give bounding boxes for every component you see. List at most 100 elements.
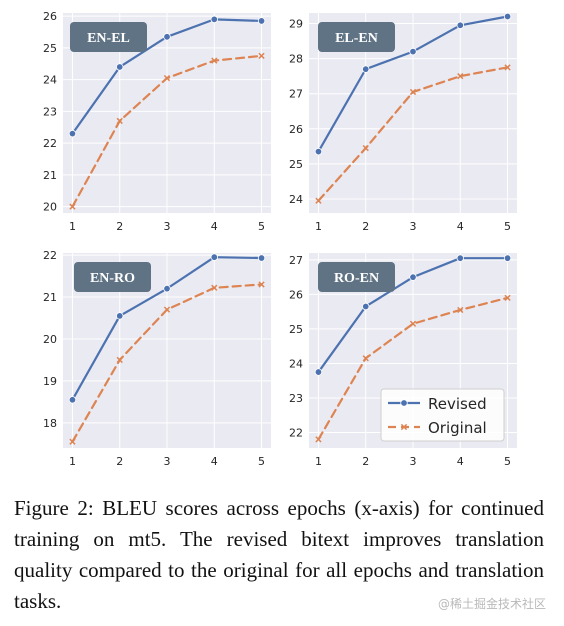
revised-point: [210, 253, 218, 261]
panel-label-box: [318, 262, 395, 292]
y-tick-label: 24: [289, 193, 303, 206]
y-tick-label: 24: [289, 357, 303, 370]
y-tick-label: 26: [289, 123, 303, 136]
revised-point: [503, 254, 512, 262]
y-tick-label: 21: [43, 169, 57, 182]
panel-en-ro: 18 19 20 21 22 1 2 3 4 5 EN-RO: [43, 249, 271, 468]
y-tick-label: 20: [43, 333, 57, 346]
y-tick-label: 21: [43, 291, 57, 304]
original-point: [504, 294, 511, 301]
x-tick-label: 1: [315, 220, 322, 233]
panel-label: EN-RO: [90, 271, 135, 286]
original-point: [211, 57, 218, 64]
original-point: [163, 306, 171, 313]
original-point: [409, 88, 417, 96]
y-tick-label: 22: [289, 426, 303, 439]
x-tick-label: 5: [258, 455, 265, 468]
revised-point: [314, 147, 323, 156]
original-point: [315, 197, 322, 204]
panel-label-box: [74, 262, 151, 292]
y-tick-label: 28: [289, 53, 303, 66]
y-tick-label: 20: [43, 201, 57, 214]
revised-point: [163, 284, 171, 293]
revised-point: [503, 12, 512, 21]
panel-el-en: 24 25 26 27 28 29 1 2 3 4 5 EL-EN: [289, 12, 517, 233]
legend-revised-label: Revised: [428, 395, 487, 413]
x-tick-label: 5: [504, 220, 511, 233]
y-tick-label: 19: [43, 375, 57, 388]
x-tick-label: 1: [69, 455, 76, 468]
original-point: [116, 117, 123, 125]
original-point: [504, 64, 511, 71]
x-tick-label: 3: [410, 455, 417, 468]
x-tick-label: 4: [211, 455, 218, 468]
revised-point: [116, 312, 124, 320]
legend: Revised Original: [380, 388, 505, 442]
original-point: [116, 356, 123, 364]
revised-point: [456, 21, 464, 29]
x-tick-label: 2: [362, 455, 369, 468]
original-point: [315, 436, 322, 443]
revised-point: [362, 65, 370, 73]
y-tick-label: 18: [43, 417, 57, 430]
x-tick-label: 4: [211, 220, 218, 233]
panel-label-box: [70, 22, 147, 52]
y-tick-label: 27: [289, 254, 303, 267]
revised-point: [456, 254, 464, 262]
x-tick-label: 3: [410, 220, 417, 233]
y-tick-label: 29: [289, 18, 303, 31]
x-tick-label: 5: [258, 220, 265, 233]
x-tick-label: 2: [362, 220, 369, 233]
revised-point: [163, 33, 171, 41]
panel-label-box: [318, 22, 395, 52]
y-tick-label: 27: [289, 88, 303, 101]
caption-prefix: Figure 2:: [14, 496, 103, 520]
y-tick-label: 26: [43, 10, 57, 23]
panel-label: EN-EL: [87, 31, 130, 46]
y-tick-label: 25: [289, 158, 303, 171]
caption-bleu-term: BLEU: [102, 496, 158, 520]
original-point: [211, 284, 218, 291]
x-tick-label: 3: [164, 220, 171, 233]
original-point: [69, 438, 76, 445]
y-tick-label: 24: [43, 74, 57, 87]
original-point: [362, 355, 369, 362]
x-tick-label: 2: [116, 220, 123, 233]
original-point: [258, 52, 265, 59]
revised-point: [409, 47, 417, 56]
x-tick-label: 5: [504, 455, 511, 468]
panel-label: RO-EN: [334, 271, 379, 286]
x-tick-label: 1: [315, 455, 322, 468]
revised-point: [409, 273, 417, 281]
legend-original-marker: [400, 423, 408, 431]
legend-revised-marker: [400, 399, 408, 407]
revised-point: [257, 254, 266, 262]
y-tick-label: 23: [289, 392, 303, 405]
original-point: [163, 74, 171, 82]
x-tick-label: 4: [457, 220, 464, 233]
legend-original-label: Original: [428, 419, 487, 437]
original-point: [362, 144, 369, 152]
caption-text: scores across epochs (x-axis) for contin…: [14, 496, 544, 613]
figure-caption: Figure 2: BLEU scores across epochs (x-a…: [14, 493, 544, 617]
x-tick-label: 3: [164, 455, 171, 468]
y-tick-label: 23: [43, 105, 57, 118]
y-tick-label: 22: [43, 249, 57, 262]
watermark: @稀土掘金技术社区: [437, 597, 546, 611]
y-tick-label: 22: [43, 137, 57, 150]
revised-point: [362, 302, 370, 311]
original-point: [457, 306, 464, 314]
revised-point: [210, 15, 218, 24]
original-point: [69, 203, 76, 210]
y-tick-label: 26: [289, 288, 303, 301]
x-tick-label: 4: [457, 455, 464, 468]
revised-point: [116, 63, 124, 71]
original-point: [258, 281, 265, 288]
revised-point: [68, 396, 77, 404]
revised-point: [314, 368, 323, 376]
y-tick-label: 25: [43, 42, 57, 55]
revised-point: [68, 129, 77, 138]
original-point: [409, 320, 417, 327]
